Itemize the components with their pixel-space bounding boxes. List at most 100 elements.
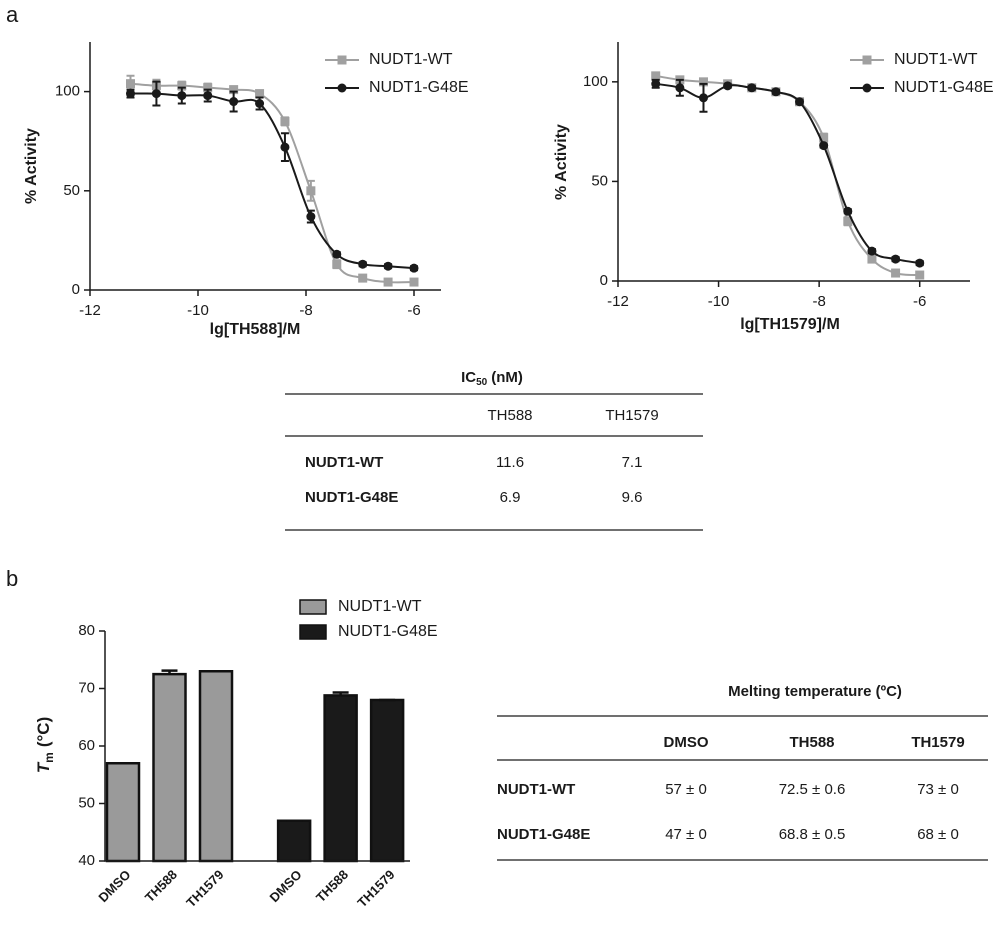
curve [130, 82, 415, 284]
cell: 11.6 [496, 454, 524, 471]
cell: 6.9 [500, 489, 521, 506]
point [126, 89, 135, 99]
point [203, 91, 213, 101]
point [771, 87, 781, 97]
cell: 73 ± 0 [917, 781, 959, 798]
point [698, 77, 708, 87]
legend-marker [337, 55, 347, 65]
point [177, 91, 187, 101]
column-header: TH1579 [605, 407, 658, 424]
legend-label: NUDT1-G48E [894, 79, 994, 96]
curve [130, 92, 415, 270]
legend-marker [862, 83, 872, 93]
point [915, 270, 925, 280]
row-label: NUDT1-G48E [305, 489, 398, 506]
cell: 57 ± 0 [665, 781, 707, 798]
legend-marker [862, 55, 872, 65]
point [675, 83, 685, 93]
point [255, 99, 265, 109]
y-axis-title: % Activity [553, 124, 570, 200]
legend-label: NUDT1-WT [338, 598, 422, 615]
point [229, 85, 239, 95]
point [126, 79, 135, 89]
point [358, 259, 368, 269]
point [891, 268, 901, 278]
y-label-subscript: m [42, 752, 56, 763]
point [409, 263, 419, 273]
point [409, 277, 419, 287]
bar [152, 672, 187, 863]
x-tick-label: -12 [607, 293, 629, 310]
point [332, 249, 342, 259]
point [698, 93, 708, 103]
x-tick-label: TH1579 [354, 867, 397, 910]
x-tick-label: -6 [913, 293, 926, 310]
row-label: NUDT1-G48E [497, 826, 590, 843]
x-tick-label: -10 [187, 302, 209, 319]
bar [276, 819, 312, 863]
x-tick-label: DMSO [95, 867, 133, 905]
x-axis-title: lg[TH588]/M [210, 321, 301, 338]
table-title: IC50 (nM) [461, 369, 523, 388]
y-tick-label: 0 [72, 281, 80, 298]
point [843, 206, 853, 216]
cell: 68.8 ± 0.5 [779, 826, 846, 843]
point [819, 141, 829, 151]
x-tick-label: DMSO [266, 867, 304, 905]
x-tick-label: TH588 [142, 867, 180, 905]
point [332, 259, 342, 269]
point [651, 79, 661, 89]
x-tick-label: TH1579 [183, 867, 226, 910]
x-tick-label: TH588 [313, 867, 351, 905]
error-bar [161, 669, 178, 675]
point [306, 186, 316, 196]
y-axis-title: Tm (°C) [34, 717, 56, 773]
y-label-symbol: T [34, 761, 53, 773]
row-label: NUDT1-WT [305, 454, 383, 471]
legend-swatch [299, 599, 327, 615]
curve [655, 74, 920, 277]
title-subscript: 50 [476, 377, 488, 388]
axes [104, 631, 410, 862]
title-unit: (nM) [491, 369, 523, 386]
cell: 72.5 ± 0.6 [779, 781, 846, 798]
point [723, 81, 733, 91]
cell: 7.1 [622, 454, 643, 471]
legend-marker [337, 83, 347, 93]
point [280, 142, 290, 152]
y-tick-label: 100 [55, 83, 80, 100]
y-tick-label: 80 [78, 622, 95, 639]
point [891, 254, 901, 264]
cell: 47 ± 0 [665, 826, 707, 843]
point [306, 212, 316, 222]
x-tick-label: -12 [79, 302, 101, 319]
x-tick-label: -8 [299, 302, 312, 319]
bar [369, 698, 405, 863]
legend-label: NUDT1-G48E [369, 79, 469, 96]
bar [105, 762, 141, 863]
y-tick-label: 60 [78, 737, 95, 754]
point [229, 97, 239, 107]
cell: 68 ± 0 [917, 826, 959, 843]
y-axis-title: % Activity [23, 128, 40, 204]
point [819, 133, 829, 143]
point [747, 83, 757, 93]
point [383, 261, 393, 271]
x-tick-label: -10 [708, 293, 730, 310]
x-tick-label: -6 [407, 302, 420, 319]
bar [323, 694, 358, 863]
column-header: TH1579 [911, 734, 964, 751]
x-tick-label: -8 [812, 293, 825, 310]
column-header: TH588 [789, 734, 834, 751]
title-main: IC [461, 369, 476, 386]
point [177, 81, 187, 91]
y-label-unit: (°C) [34, 717, 53, 747]
table-title: Melting temperature (ºC) [728, 683, 902, 700]
point [867, 246, 877, 256]
curve [655, 82, 920, 265]
legend-label: NUDT1-G48E [338, 623, 438, 640]
error-bar [332, 691, 349, 696]
y-tick-label: 0 [600, 272, 608, 289]
